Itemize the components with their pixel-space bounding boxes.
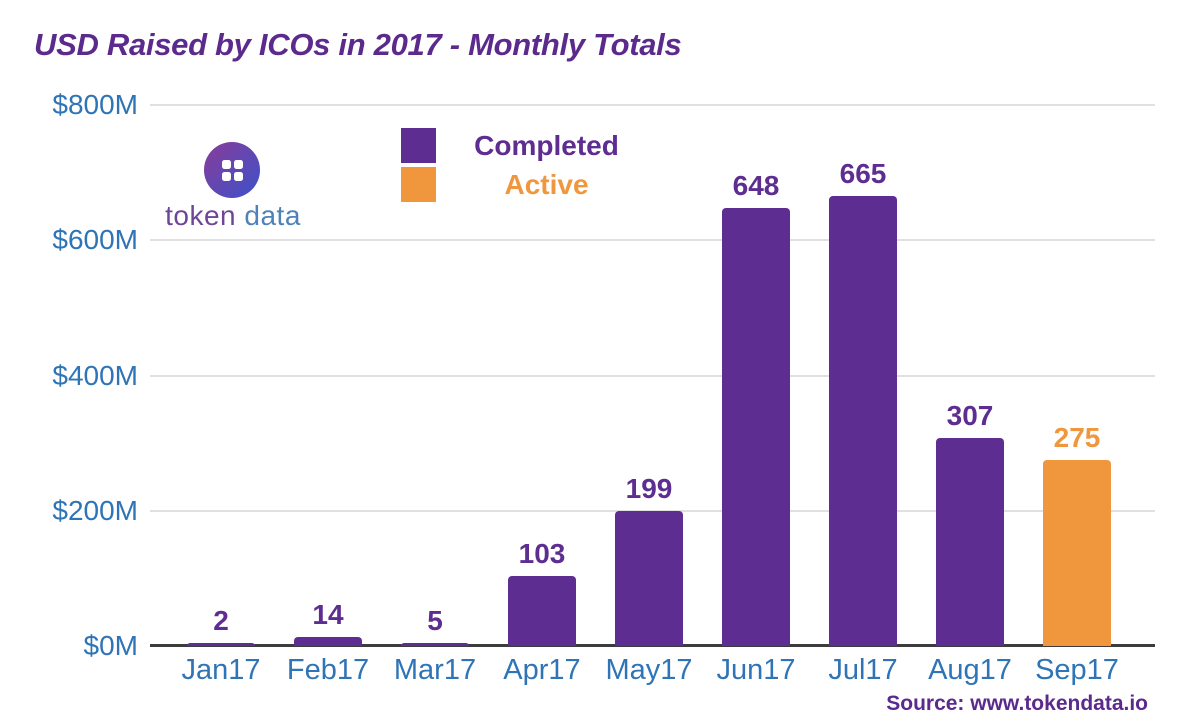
- gridline-600: [150, 239, 1155, 242]
- x-tick-may17: May17: [605, 654, 693, 686]
- tokendata-grid-circle-icon: [204, 142, 260, 198]
- y-tick-800M: $800M: [52, 89, 138, 120]
- x-tick-apr17: Apr17: [503, 654, 581, 686]
- value-label-mar17: 5: [427, 604, 443, 636]
- logo-word-data: data: [244, 200, 301, 231]
- value-label-feb17: 14: [312, 598, 344, 630]
- bar-jun17: [722, 207, 790, 646]
- value-label-apr17: 103: [518, 538, 566, 570]
- bar-apr17: [508, 576, 576, 646]
- tokendata-wordmark: token data: [150, 200, 316, 232]
- plot-area: 2 14 5 103 199 648 665 307 275: [150, 104, 1155, 647]
- legend-label-active: Active: [504, 169, 589, 200]
- bar-jul17: [829, 196, 897, 646]
- gridline-200: [150, 509, 1155, 512]
- y-tick-400M: $400M: [52, 359, 138, 391]
- chart-legend: Completed Active: [401, 128, 639, 206]
- completed-swatch-icon: [401, 128, 436, 163]
- value-label-sep17: 275: [1053, 422, 1101, 454]
- gridline-400: [150, 374, 1155, 377]
- x-tick-jul17: Jul17: [828, 654, 898, 686]
- logo-word-token: token: [165, 200, 237, 231]
- chart-title: USD Raised by ICOs in 2017 - Monthly Tot…: [34, 27, 682, 62]
- value-label-may17: 199: [625, 473, 673, 505]
- active-swatch-icon: [401, 167, 436, 202]
- value-label-jan17: 2: [213, 605, 229, 636]
- value-label-jul17: 665: [839, 158, 887, 190]
- x-tick-feb17: Feb17: [286, 654, 370, 686]
- bar-jan17: [187, 643, 255, 646]
- x-tick-jun17: Jun17: [716, 654, 796, 686]
- value-label-jun17: 648: [732, 169, 780, 201]
- legend-label-completed: Completed: [474, 130, 619, 161]
- y-tick-600M: $600M: [52, 224, 138, 256]
- y-tick-200M: $200M: [52, 494, 138, 526]
- source-credit: Source: www.tokendata.io: [886, 692, 1148, 715]
- x-tick-sep17: Sep17: [1035, 654, 1119, 686]
- bar-aug17: [936, 438, 1004, 646]
- bar-mar17: [401, 642, 469, 646]
- gridline-800: [150, 104, 1155, 106]
- legend-item-active: Active: [401, 167, 639, 202]
- bar-feb17: [294, 636, 362, 646]
- y-tick-0M: $0M: [83, 630, 138, 661]
- grid-icon: [221, 159, 243, 181]
- x-tick-mar17: Mar17: [393, 654, 477, 686]
- x-tick-aug17: Aug17: [928, 654, 1012, 686]
- value-label-aug17: 307: [946, 400, 994, 432]
- bar-sep17: [1043, 460, 1111, 646]
- legend-item-completed: Completed: [401, 128, 639, 163]
- bar-may17: [615, 511, 683, 646]
- x-tick-jan17: Jan17: [181, 654, 261, 686]
